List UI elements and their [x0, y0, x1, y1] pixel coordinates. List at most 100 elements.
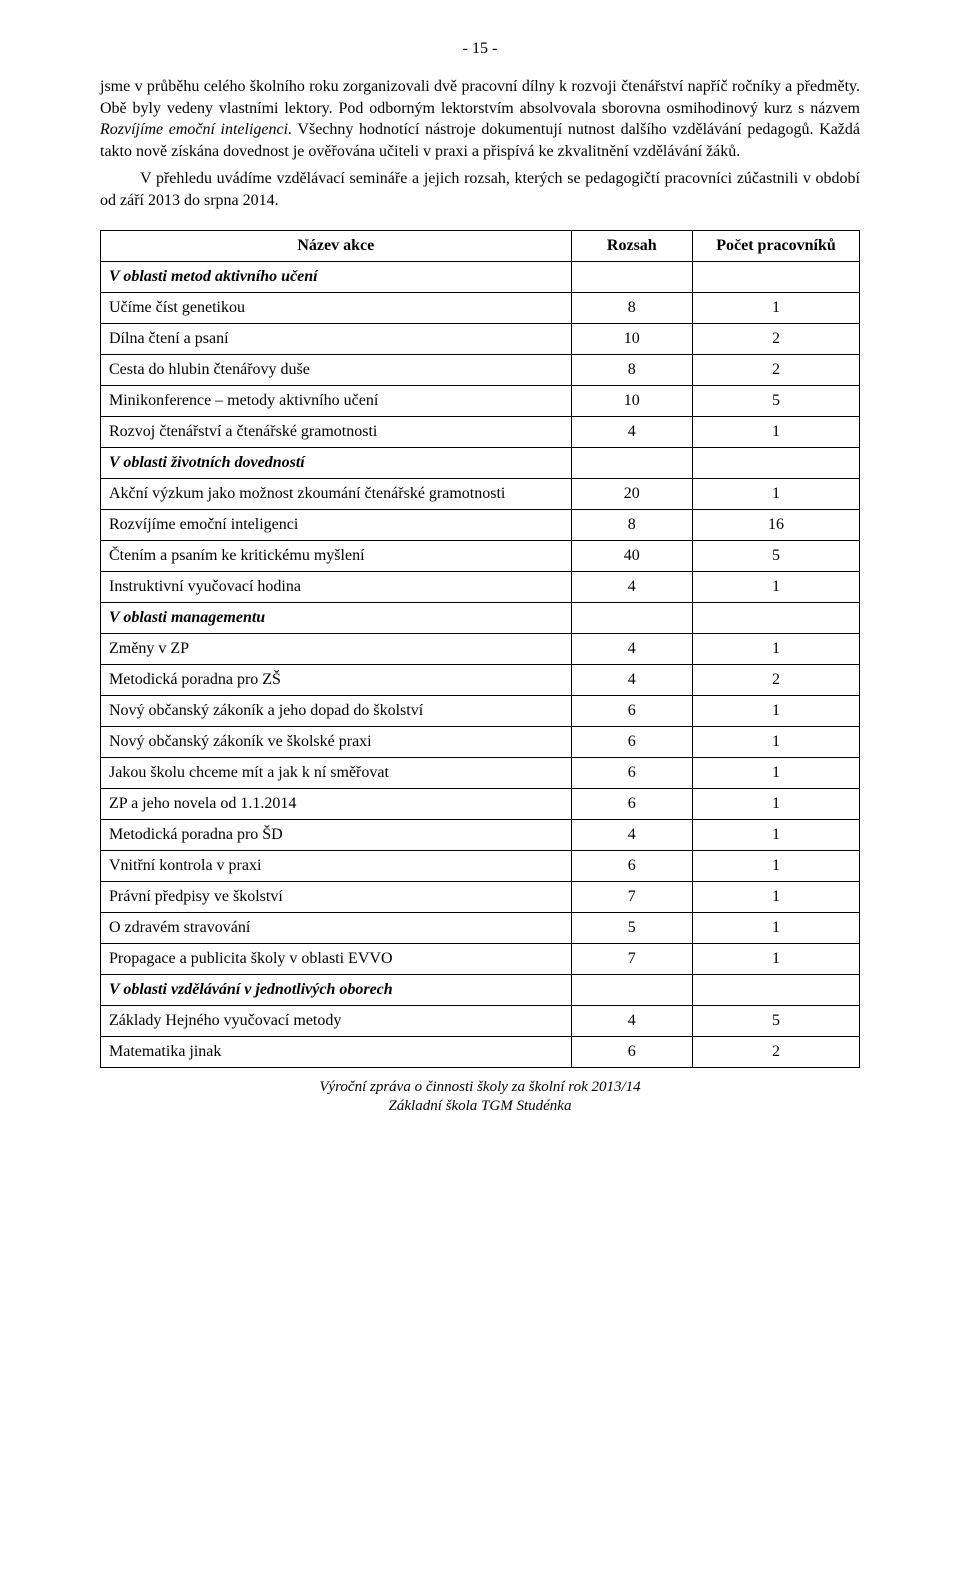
section-title: V oblasti vzdělávání v jednotlivých obor…: [101, 974, 572, 1005]
row-extent: 10: [571, 385, 692, 416]
row-count: 1: [693, 757, 860, 788]
row-extent: 6: [571, 695, 692, 726]
row-extent: 8: [571, 292, 692, 323]
table-row: Učíme číst genetikou81: [101, 292, 860, 323]
section-title: V oblasti managementu: [101, 602, 572, 633]
row-count: 1: [693, 633, 860, 664]
row-count: 1: [693, 571, 860, 602]
table-header-row: Název akce Rozsah Počet pracovníků: [101, 230, 860, 261]
table-section-row: V oblasti managementu: [101, 602, 860, 633]
row-name: Propagace a publicita školy v oblasti EV…: [101, 943, 572, 974]
table-section-row: V oblasti vzdělávání v jednotlivých obor…: [101, 974, 860, 1005]
table-row: Nový občanský zákoník a jeho dopad do šk…: [101, 695, 860, 726]
row-name: Základy Hejného vyučovací metody: [101, 1005, 572, 1036]
table-row: Dílna čtení a psaní102: [101, 323, 860, 354]
row-count: 1: [693, 695, 860, 726]
row-name: Čtením a psaním ke kritickému myšlení: [101, 540, 572, 571]
row-count: 5: [693, 1005, 860, 1036]
row-name: O zdravém stravování: [101, 912, 572, 943]
table-row: Cesta do hlubin čtenářovy duše82: [101, 354, 860, 385]
row-extent: 4: [571, 571, 692, 602]
row-extent: 4: [571, 633, 692, 664]
training-table: Název akce Rozsah Počet pracovníků V obl…: [100, 230, 860, 1068]
table-row: Nový občanský zákoník ve školské praxi61: [101, 726, 860, 757]
paragraph-2: V přehledu uvádíme vzdělávací semináře a…: [100, 168, 860, 211]
row-name: Dílna čtení a psaní: [101, 323, 572, 354]
row-count: 1: [693, 292, 860, 323]
row-extent: 7: [571, 881, 692, 912]
row-count: 1: [693, 943, 860, 974]
row-name: Rozvoj čtenářství a čtenářské gramotnost…: [101, 416, 572, 447]
row-count: 1: [693, 850, 860, 881]
row-name: Instruktivní vyučovací hodina: [101, 571, 572, 602]
table-row: Instruktivní vyučovací hodina41: [101, 571, 860, 602]
table-row: Rozvoj čtenářství a čtenářské gramotnost…: [101, 416, 860, 447]
footer-line-2: Základní škola TGM Studénka: [100, 1097, 860, 1117]
row-extent: 8: [571, 509, 692, 540]
table-row: Čtením a psaním ke kritickému myšlení405: [101, 540, 860, 571]
section-blank-extent: [571, 447, 692, 478]
table-body: V oblasti metod aktivního učeníUčíme čís…: [101, 261, 860, 1067]
section-blank-count: [693, 974, 860, 1005]
row-extent: 8: [571, 354, 692, 385]
page-footer: Výroční zpráva o činnosti školy za školn…: [100, 1078, 860, 1117]
section-blank-count: [693, 261, 860, 292]
table-section-row: V oblasti metod aktivního učení: [101, 261, 860, 292]
page-container: - 15 - jsme v průběhu celého školního ro…: [0, 0, 960, 1157]
row-name: Minikonference – metody aktivního učení: [101, 385, 572, 416]
row-extent: 6: [571, 788, 692, 819]
row-count: 5: [693, 540, 860, 571]
row-name: Rozvíjíme emoční inteligenci: [101, 509, 572, 540]
row-name: Akční výzkum jako možnost zkoumání čtená…: [101, 478, 572, 509]
row-extent: 6: [571, 726, 692, 757]
row-extent: 20: [571, 478, 692, 509]
row-name: Nový občanský zákoník ve školské praxi: [101, 726, 572, 757]
row-extent: 7: [571, 943, 692, 974]
row-name: Nový občanský zákoník a jeho dopad do šk…: [101, 695, 572, 726]
table-row: Minikonference – metody aktivního učení1…: [101, 385, 860, 416]
row-extent: 4: [571, 1005, 692, 1036]
table-row: ZP a jeho novela od 1.1.201461: [101, 788, 860, 819]
row-extent: 6: [571, 1036, 692, 1067]
row-count: 2: [693, 1036, 860, 1067]
row-count: 5: [693, 385, 860, 416]
row-count: 1: [693, 819, 860, 850]
row-name: Metodická poradna pro ŠD: [101, 819, 572, 850]
table-row: Metodická poradna pro ZŠ42: [101, 664, 860, 695]
row-extent: 4: [571, 664, 692, 695]
row-count: 1: [693, 788, 860, 819]
row-count: 2: [693, 664, 860, 695]
table-row: Jakou školu chceme mít a jak k ní směřov…: [101, 757, 860, 788]
row-extent: 5: [571, 912, 692, 943]
row-count: 1: [693, 726, 860, 757]
row-name: Metodická poradna pro ZŠ: [101, 664, 572, 695]
row-name: ZP a jeho novela od 1.1.2014: [101, 788, 572, 819]
section-title: V oblasti metod aktivního učení: [101, 261, 572, 292]
table-row: Vnitřní kontrola v praxi61: [101, 850, 860, 881]
row-extent: 6: [571, 757, 692, 788]
table-row: Právní předpisy ve školství71: [101, 881, 860, 912]
section-blank-extent: [571, 974, 692, 1005]
col-header-count: Počet pracovníků: [693, 230, 860, 261]
section-blank-count: [693, 602, 860, 633]
row-count: 2: [693, 354, 860, 385]
table-row: Metodická poradna pro ŠD41: [101, 819, 860, 850]
row-count: 1: [693, 912, 860, 943]
table-row: Rozvíjíme emoční inteligenci816: [101, 509, 860, 540]
section-blank-extent: [571, 261, 692, 292]
paragraph-1a: jsme v průběhu celého školního roku zorg…: [100, 78, 860, 117]
row-name: Změny v ZP: [101, 633, 572, 664]
row-count: 1: [693, 416, 860, 447]
row-name: Cesta do hlubin čtenářovy duše: [101, 354, 572, 385]
row-count: 2: [693, 323, 860, 354]
paragraph-1: jsme v průběhu celého školního roku zorg…: [100, 76, 860, 162]
row-name: Jakou školu chceme mít a jak k ní směřov…: [101, 757, 572, 788]
row-count: 16: [693, 509, 860, 540]
table-section-row: V oblasti životních dovedností: [101, 447, 860, 478]
table-row: O zdravém stravování51: [101, 912, 860, 943]
table-row: Základy Hejného vyučovací metody45: [101, 1005, 860, 1036]
row-extent: 40: [571, 540, 692, 571]
table-row: Matematika jinak62: [101, 1036, 860, 1067]
section-blank-count: [693, 447, 860, 478]
row-extent: 4: [571, 819, 692, 850]
